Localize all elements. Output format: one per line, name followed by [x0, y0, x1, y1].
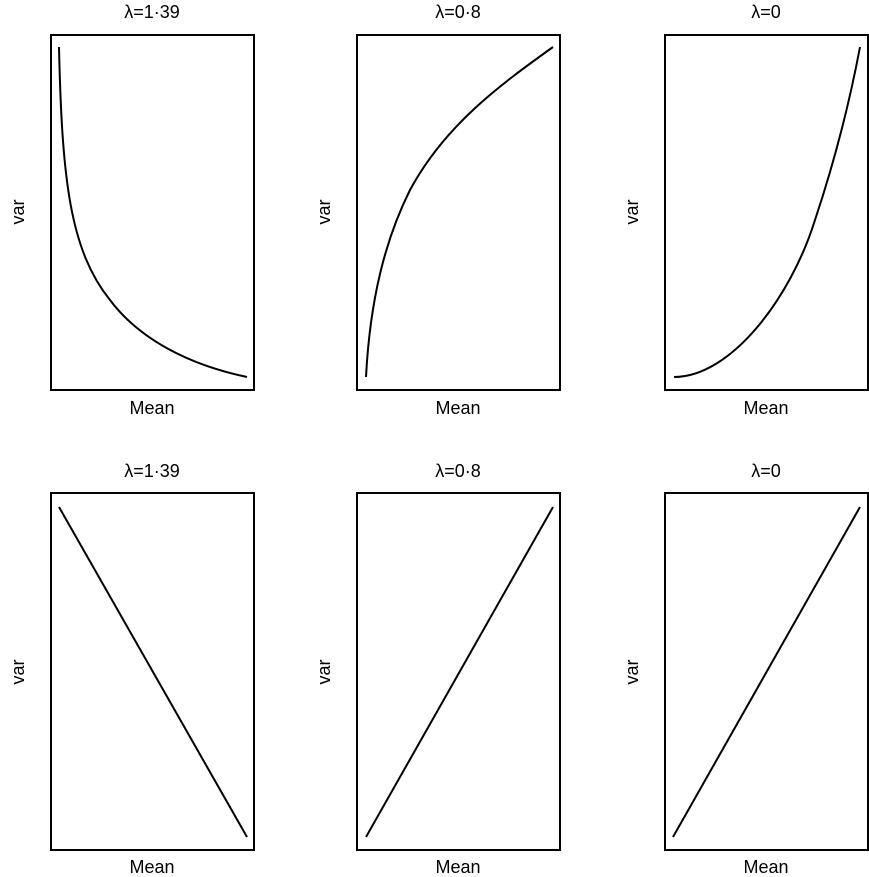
x-axis-label: Mean — [129, 398, 174, 418]
x-axis-label: Mean — [435, 857, 480, 877]
plot-frame — [356, 492, 561, 851]
panel-3: λ=0 Mean var — [622, 2, 869, 418]
y-axis-label: var — [622, 199, 642, 224]
plot-frame — [664, 492, 869, 851]
x-axis-label: Mean — [129, 857, 174, 877]
plot-frame — [664, 34, 869, 391]
plot-frame — [356, 34, 561, 391]
panel-title: λ=0·8 — [435, 2, 481, 22]
panel-title: λ=0 — [751, 2, 781, 22]
y-axis-label: var — [8, 659, 28, 684]
y-axis-label: var — [8, 199, 28, 224]
panel-title: λ=1·39 — [124, 2, 180, 22]
plot-frame — [50, 492, 255, 851]
panel-4: λ=1·39 Mean var — [8, 461, 255, 877]
panel-title: λ=1·39 — [124, 461, 180, 481]
x-axis-label: Mean — [743, 857, 788, 877]
variance-line — [365, 506, 554, 838]
panel-title: λ=0·8 — [435, 461, 481, 481]
x-axis-label: Mean — [435, 398, 480, 418]
y-axis-label: var — [314, 659, 334, 684]
variance-line — [672, 506, 861, 838]
variance-curve — [673, 46, 861, 378]
variance-curve — [365, 46, 554, 378]
y-axis-label: var — [314, 199, 334, 224]
plot-frame — [50, 34, 255, 391]
panel-6: λ=0 Mean var — [622, 461, 869, 877]
x-axis-label: Mean — [743, 398, 788, 418]
panel-2: λ=0·8 Mean var — [314, 2, 561, 418]
panel-title: λ=0 — [751, 461, 781, 481]
variance-curve — [58, 46, 248, 378]
panel-1: λ=1·39 Mean var — [8, 2, 255, 418]
variance-line — [58, 506, 248, 838]
panel-5: λ=0·8 Mean var — [314, 461, 561, 877]
y-axis-label: var — [622, 659, 642, 684]
